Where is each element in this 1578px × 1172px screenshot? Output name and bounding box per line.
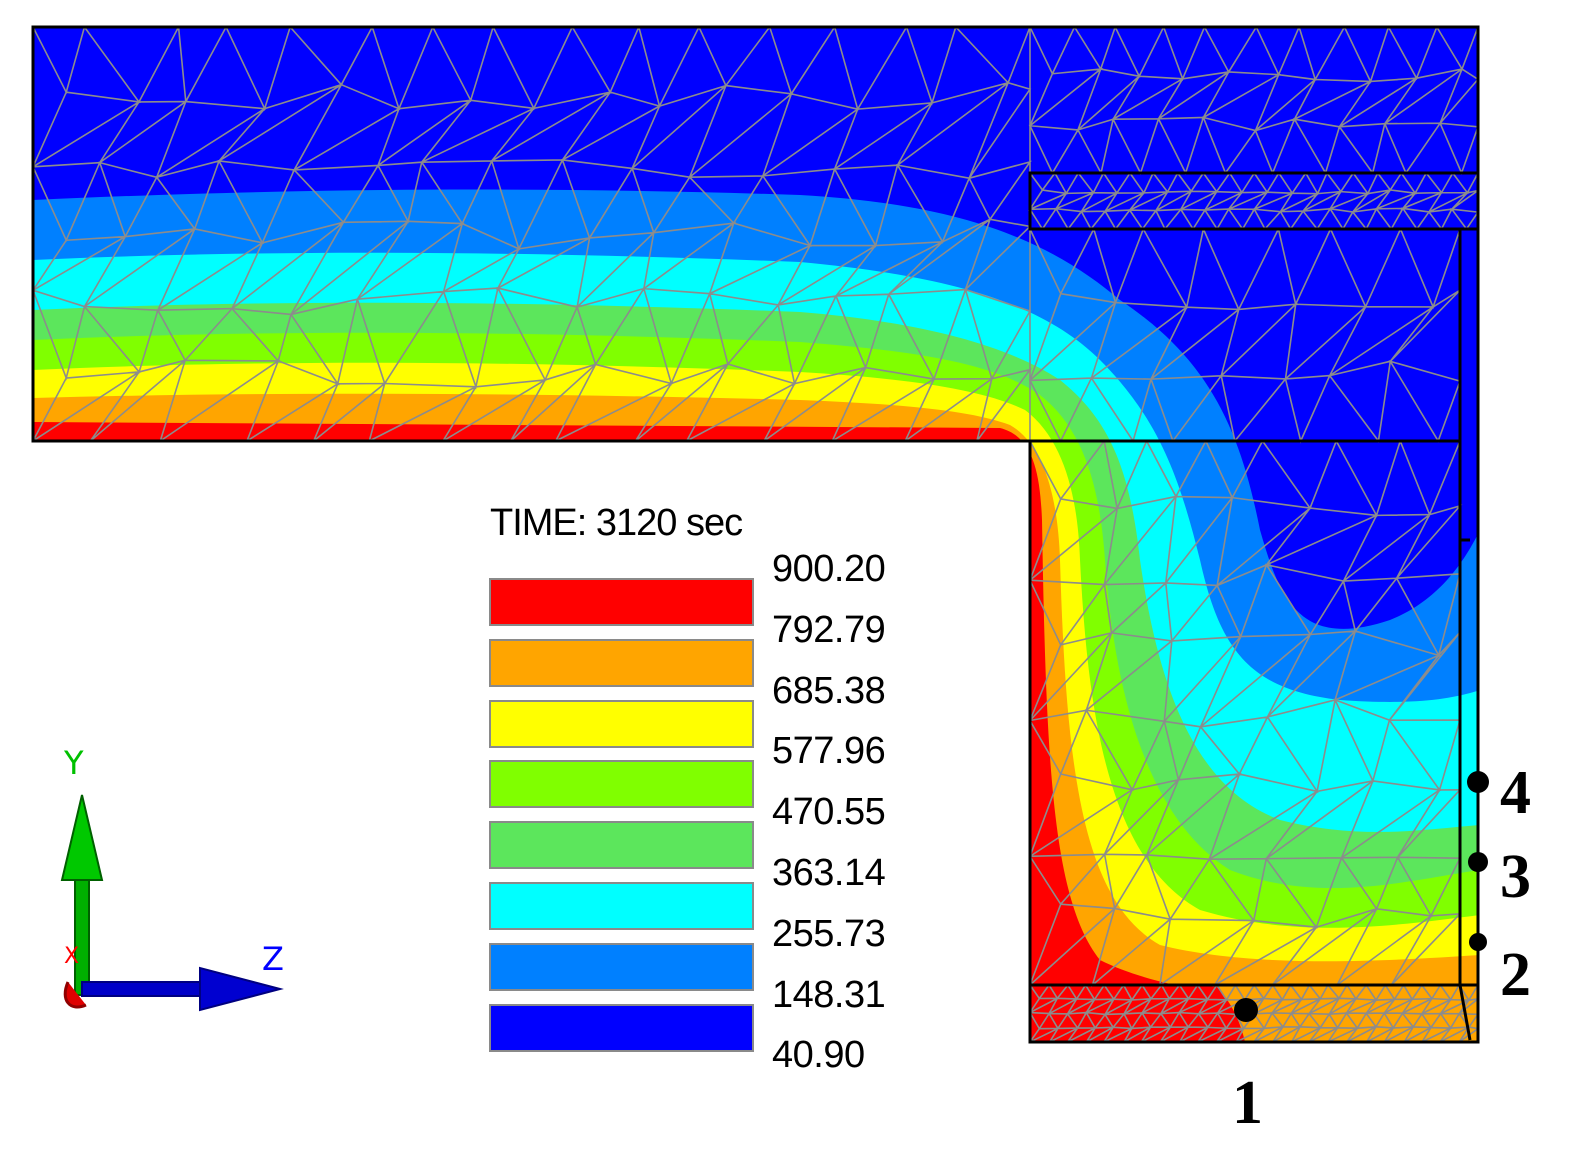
point-label-3: 3 bbox=[1500, 843, 1531, 911]
axis-label-z: Z bbox=[262, 940, 284, 978]
point-4-marker bbox=[1467, 771, 1489, 793]
legend-value-4: 577.96 bbox=[772, 730, 886, 772]
legend-value-7: 255.73 bbox=[772, 913, 886, 955]
point-label-1: 1 bbox=[1232, 1069, 1263, 1137]
legend-swatch-8 bbox=[489, 1004, 754, 1052]
legend-swatch-1 bbox=[489, 578, 754, 626]
point-3-marker bbox=[1468, 852, 1488, 872]
legend-value-1: 900.20 bbox=[772, 548, 886, 590]
point-1-marker bbox=[1234, 998, 1258, 1022]
legend-value-3: 685.38 bbox=[772, 670, 886, 712]
point-label-4: 4 bbox=[1500, 759, 1531, 827]
point-2-marker bbox=[1469, 933, 1487, 951]
legend-value-5: 470.55 bbox=[772, 791, 886, 833]
finite-element-mesh bbox=[33, 27, 1478, 1042]
axis-label-y: Y bbox=[64, 744, 84, 782]
mesh-patch bbox=[33, 27, 1032, 444]
legend-value-8: 148.31 bbox=[772, 974, 886, 1016]
legend-swatch-5 bbox=[489, 821, 754, 869]
legend-swatch-3 bbox=[489, 700, 754, 748]
measurement-points bbox=[1234, 771, 1489, 1022]
legend-swatch-6 bbox=[489, 882, 754, 930]
axis-label-x: X bbox=[64, 944, 80, 969]
legend-swatch-4 bbox=[489, 760, 754, 808]
legend-swatch-7 bbox=[489, 943, 754, 991]
geometry-outline bbox=[31, 25, 1480, 1044]
legend-value-9: 40.90 bbox=[772, 1034, 865, 1076]
axis-triad bbox=[60, 794, 284, 1012]
legend-value-2: 792.79 bbox=[772, 609, 886, 651]
legend-value-6: 363.14 bbox=[772, 852, 886, 894]
time-title: TIME: 3120 sec bbox=[490, 502, 743, 544]
legend-swatch-2 bbox=[489, 639, 754, 687]
mesh-patch bbox=[1027, 172, 1478, 231]
point-label-2: 2 bbox=[1500, 941, 1531, 1009]
